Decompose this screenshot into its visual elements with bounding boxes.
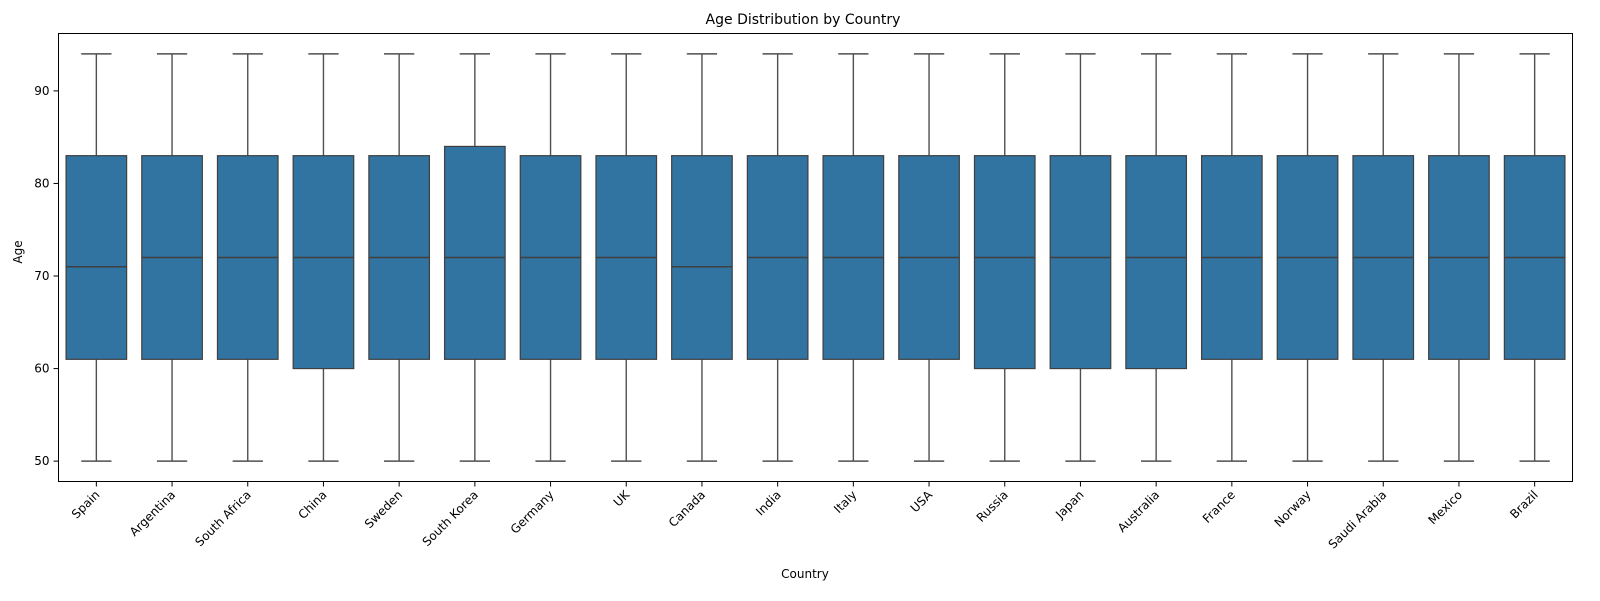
x-tick-label: France: [1200, 488, 1238, 526]
box-usa: [898, 53, 960, 462]
y-tick-label: 60: [34, 362, 49, 376]
x-tick-label: Canada: [666, 488, 708, 530]
x-tick-label: USA: [908, 487, 936, 515]
x-tick-label: South Korea: [420, 488, 481, 549]
y-tick-label: 90: [34, 84, 49, 98]
box-body: [671, 155, 733, 360]
x-tick-label: India: [753, 488, 784, 519]
box-argentina: [141, 53, 203, 462]
x-tick-label: Norway: [1272, 488, 1314, 530]
y-axis-label: Age: [11, 240, 25, 263]
x-axis-label: Country: [781, 567, 829, 581]
x-tick-label: South Africa: [192, 488, 253, 549]
x-tick-label: China: [295, 488, 329, 522]
x-tick-label: Japan: [1052, 488, 1086, 522]
plot-frame: [58, 33, 1573, 482]
box-france: [1200, 53, 1263, 462]
box-body: [443, 145, 506, 360]
box-india: [746, 53, 809, 462]
box-china: [292, 53, 355, 462]
box-body: [292, 155, 355, 370]
box-uk: [595, 53, 658, 462]
box-body: [1125, 155, 1188, 370]
box-spain: [65, 53, 128, 462]
x-tick-label: Spain: [69, 488, 103, 522]
x-tick-label: Mexico: [1426, 488, 1466, 528]
x-axis: Spain Argentina South Africa China Sweden Sou…: [69, 481, 1541, 552]
box-germany: [519, 53, 582, 462]
y-axis: 50 60 70 80 90: [34, 84, 59, 468]
x-tick-label: Sweden: [362, 488, 405, 531]
x-tick-label: Brazil: [1507, 488, 1541, 522]
box-body: [65, 155, 128, 360]
box-brazil: [1503, 53, 1566, 462]
box-body: [1049, 155, 1112, 370]
y-tick-label: 80: [34, 176, 49, 190]
y-tick-label: 70: [34, 269, 49, 283]
x-tick-label: Italy: [831, 488, 859, 516]
box-sweden: [368, 53, 431, 462]
box-italy: [822, 53, 885, 462]
x-tick-label: Germany: [508, 488, 557, 537]
box-mexico: [1428, 53, 1490, 462]
x-tick-label: UK: [611, 487, 633, 509]
box-body: [973, 155, 1036, 370]
box-south-korea: [443, 53, 506, 462]
box-canada: [671, 53, 733, 462]
chart-title: Age Distribution by Country: [706, 12, 901, 28]
box-saudi-arabia: [1352, 53, 1415, 462]
x-tick-label: Australia: [1115, 488, 1162, 535]
box-norway: [1276, 53, 1339, 462]
box-japan: [1049, 53, 1112, 462]
boxes: [65, 53, 1566, 462]
x-tick-label: Argentina: [127, 488, 178, 539]
x-tick-label: Russia: [974, 488, 1011, 525]
x-tick-label: Saudi Arabia: [1326, 488, 1390, 552]
box-russia: [973, 53, 1036, 462]
box-australia: [1125, 53, 1188, 462]
y-tick-label: 50: [34, 454, 49, 468]
box-south-africa: [216, 53, 279, 462]
